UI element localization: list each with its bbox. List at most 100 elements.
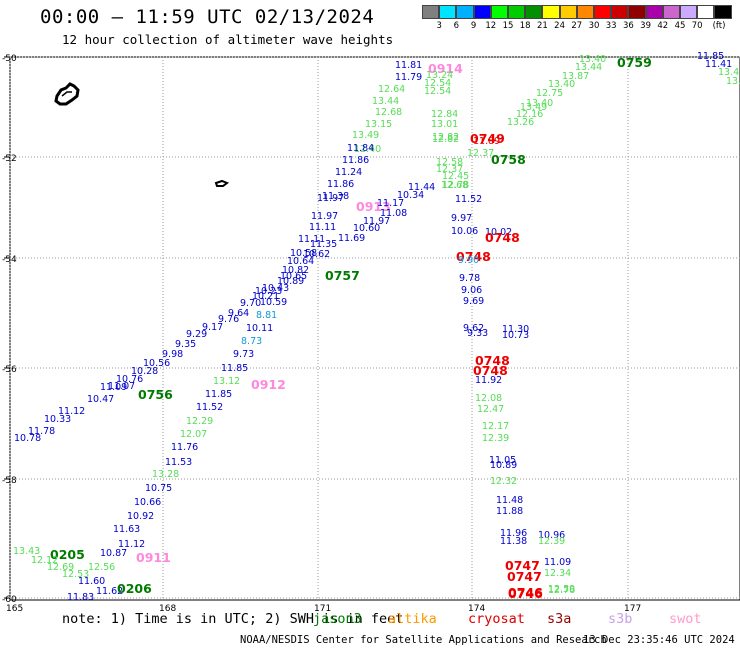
color-swatch — [662, 5, 680, 19]
y-tick-label: -54 — [2, 255, 17, 265]
wave-height-label: 12.56 — [88, 562, 115, 573]
wave-height-label: 11.44 — [408, 182, 435, 193]
wave-height-label: 13.43 — [13, 546, 40, 557]
wave-height-label: 12.07 — [180, 429, 207, 440]
wave-height-label: 12.54 — [424, 78, 451, 89]
page-subtitle: 12 hour collection of altimeter wave hei… — [62, 32, 394, 47]
color-swatch — [594, 5, 612, 19]
wave-height-label: 11.62 — [96, 586, 123, 597]
color-scale-label: 70 — [691, 21, 703, 31]
wave-height-label: 11.85 — [697, 51, 724, 62]
wave-height-label: 10.73 — [502, 330, 529, 341]
wave-height-label: 11.85 — [205, 389, 232, 400]
pass-time-label: 0911 — [136, 550, 171, 565]
satellite-legend-swot: swot — [669, 611, 702, 627]
wave-height-label: 9.90 — [458, 255, 479, 266]
wave-height-label: 10.11 — [246, 323, 273, 334]
wave-height-label: 10.43 — [262, 283, 289, 294]
color-swatch — [508, 5, 526, 19]
wave-height-label: 10.21 — [252, 291, 279, 302]
wave-height-label: 12.75 — [536, 88, 563, 99]
wave-height-label: 13.15 — [365, 119, 392, 130]
color-swatch — [611, 5, 629, 19]
wave-height-label: 8.81 — [256, 310, 277, 321]
credit-text: NOAA/NESDIS Center for Satellite Applica… — [240, 634, 607, 646]
wave-height-label: 13.4 — [718, 67, 739, 78]
wave-height-label: 11.09 — [544, 557, 571, 568]
wave-height-label: 9.29 — [186, 329, 207, 340]
x-tick-label: 168 — [159, 604, 176, 614]
wave-height-label: 10.02 — [485, 227, 512, 238]
color-swatch — [542, 5, 560, 19]
wave-height-label: 10.56 — [143, 358, 170, 369]
x-tick-label: 171 — [314, 604, 331, 614]
wave-height-label: 11.83 — [67, 592, 94, 603]
page-title: 00:00 – 11:59 UTC 02/13/2024 — [40, 6, 375, 28]
pass-time-label: 0748 — [475, 353, 510, 368]
wave-height-label: 10.58 — [290, 248, 317, 259]
wave-height-label: 11.76 — [171, 442, 198, 453]
wave-height-label: 11.12 — [58, 406, 85, 417]
wave-height-label: 10.89 — [490, 460, 517, 471]
wave-height-label: 12.16 — [516, 109, 543, 120]
wave-height-label: 11.48 — [496, 495, 523, 506]
wave-height-label: 9.35 — [175, 339, 196, 350]
wave-height-label: 9.62 — [463, 323, 484, 334]
wave-height-label: 11.41 — [705, 59, 732, 70]
wave-height-label: 11.97 — [363, 216, 390, 227]
wave-height-label: 12.37 — [436, 164, 463, 175]
pass-time-label: 0913 — [356, 199, 391, 214]
color-scale-label: 27 — [571, 21, 583, 31]
wave-height-label: 12.45 — [442, 171, 469, 182]
y-tick-label: -56 — [2, 365, 17, 375]
wave-height-label: 10.92 — [127, 511, 154, 522]
wave-height-label: 11.52 — [455, 194, 482, 205]
pass-time-label: 0759 — [617, 55, 652, 70]
pass-time-label: 0206 — [117, 581, 152, 596]
y-tick-label: -60 — [2, 595, 17, 605]
color-swatch — [473, 5, 491, 19]
wave-height-label: 10.87 — [100, 548, 127, 559]
wave-height-label: 10.65 — [280, 271, 307, 282]
pass-time-label: 0205 — [50, 547, 85, 562]
wave-height-label: 11.17 — [377, 198, 404, 209]
wave-height-label: 12.82 — [432, 134, 459, 145]
wave-height-label: 10.28 — [131, 366, 158, 377]
wave-height-label: 8.73 — [241, 336, 262, 347]
pass-time-label: 0747 — [505, 558, 540, 573]
satellite-legend-jason3: jason3 — [313, 611, 362, 627]
wave-height-label: 11.92 — [475, 375, 502, 386]
color-swatch — [645, 5, 663, 19]
wave-height-label: 11.11 — [309, 222, 336, 233]
color-swatch — [490, 5, 508, 19]
wave-height-label: 11.97 — [317, 193, 344, 204]
wave-height-label: 12.68 — [441, 180, 468, 191]
color-scale-label: 3 — [436, 21, 442, 31]
wave-height-label: 12.32 — [490, 476, 517, 487]
pass-time-label: 0758 — [491, 152, 526, 167]
wave-height-label: 11.05 — [489, 455, 516, 466]
color-swatch — [422, 5, 440, 19]
wave-height-label: 11.69 — [338, 233, 365, 244]
wave-height-label: 12.12 — [31, 555, 58, 566]
wave-height-label: 12.84 — [431, 109, 458, 120]
wave-height-label: 10.33 — [44, 414, 71, 425]
wave-height-label: 12.39 — [538, 536, 565, 547]
color-scale-label: 9 — [470, 21, 477, 31]
note-text: note: 1) Time is in UTC; 2) SWH is in fe… — [62, 611, 404, 627]
color-swatch — [439, 5, 457, 19]
pass-time-label: 0746 — [508, 586, 543, 601]
wave-height-label: 13.24 — [426, 70, 453, 81]
wave-height-label: 9.70 — [240, 298, 261, 309]
wave-height-label: 13.40 — [579, 54, 606, 65]
wave-height-label: 10.59 — [260, 297, 287, 308]
wave-height-label: 11.35 — [310, 239, 337, 250]
satellite-legend-altika: altika — [388, 611, 437, 627]
wave-height-label: 11.30 — [502, 324, 529, 335]
wave-height-label: 12.29 — [186, 416, 213, 427]
y-tick-label: -52 — [2, 154, 17, 164]
wave-height-label: 11.96 — [500, 528, 527, 539]
wave-height-label: 13.49 — [520, 102, 547, 113]
color-swatch — [559, 5, 577, 19]
